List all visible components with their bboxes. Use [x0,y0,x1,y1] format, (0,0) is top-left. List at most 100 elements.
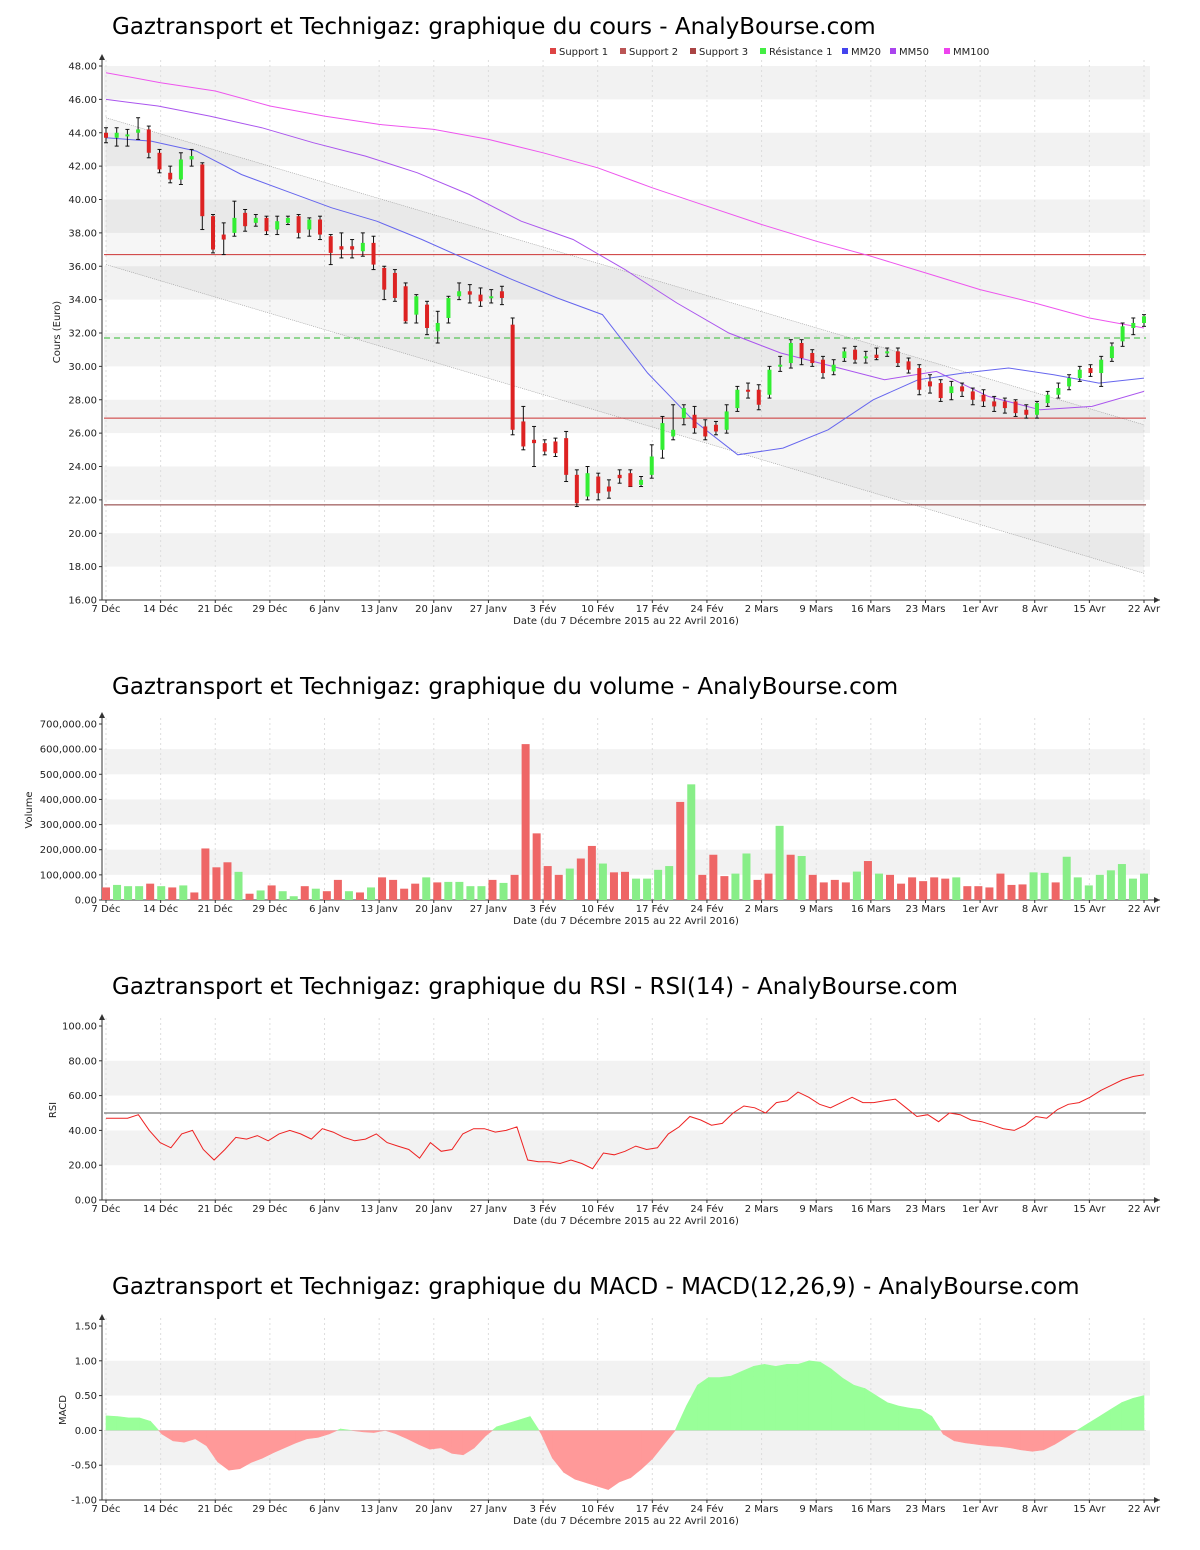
volume-bar [952,877,961,900]
legend-label: Support 3 [699,47,748,58]
macd-x-tick-label: 29 Déc [252,1503,287,1515]
candle [799,339,804,366]
volume-x-tick-label: 21 Déc [198,903,233,915]
legend-swatch [760,48,766,54]
candle-body [307,219,312,230]
macd-x-tick-label: 24 Fév [690,1503,723,1515]
candle-body [1013,401,1018,414]
volume-x-tick-label: 14 Déc [143,903,178,915]
volume-bar [532,833,541,900]
candle-body [1109,346,1114,359]
rsi-y-tick-label: 60.00 [68,1091,97,1102]
candle [457,282,462,301]
candle [339,232,344,259]
candle [853,345,858,364]
candle [1077,365,1082,382]
candle [713,420,718,436]
candle [970,387,975,406]
volume-bar [621,871,629,900]
volume-bar [367,887,376,900]
volume-x-tick-label: 3 Fév [530,903,557,915]
candle-body [178,159,183,180]
volume-bar [941,878,950,900]
rsi-y-axis-label: RSI [48,1102,59,1118]
candle [1131,317,1136,336]
price-x-tick-label: 13 Janv [361,604,398,615]
volume-bar [190,892,199,900]
candle [521,405,526,451]
candle-body [1142,316,1146,323]
price-y-tick-label: 24.00 [68,462,97,473]
legend-label: Support 2 [629,47,678,58]
candle [820,355,825,379]
volume-bar [179,885,188,900]
rsi-y-tick-label: 20.00 [68,1161,97,1172]
macd-x-tick-label: 17 Fév [636,1503,669,1515]
volume-bar [433,882,442,900]
candle-body [114,132,119,138]
macd-y-tick-label: 0.50 [75,1391,97,1402]
volume-bar [135,886,144,900]
price-y-tick-label: 34.00 [68,295,97,306]
rsi-x-tick-label: 2 Mars [745,1204,779,1215]
volume-bar [632,878,641,900]
price-band [104,266,1150,300]
rsi-x-tick-label: 24 Fév [690,1203,723,1215]
candle-body [285,217,290,223]
candle [960,382,965,397]
candle [435,310,440,344]
volume-bar [1040,872,1049,900]
candle [114,127,119,147]
volume-bar [587,845,596,900]
price-y-axis-label: Cours (Euro) [52,301,63,364]
price-x-tick-label: 14 Déc [143,603,178,615]
volume-bar [389,879,398,900]
candle-body [553,441,558,454]
candle [425,300,430,336]
volume-bar [333,879,342,900]
volume-bar [753,879,762,900]
candle-body [360,242,365,252]
candle-body [392,272,397,298]
rsi-x-tick-label: 13 Janv [361,1204,398,1215]
candle-body [371,242,376,265]
candle-body [960,386,965,392]
candle-body [671,429,676,437]
volume-x-tick-label: 20 Janv [415,904,452,915]
candle-body [842,351,847,359]
macd-y-tick-label: 1.00 [75,1356,97,1367]
price-x-tick-label: 27 Janv [470,604,507,615]
candle [724,404,729,434]
volume-bar [168,887,177,900]
rsi-y-tick-label: 0.00 [75,1196,97,1207]
price-y-tick-label: 18.00 [68,562,97,573]
candle-body [927,381,932,387]
macd-x-tick-label: 23 Mars [905,1504,945,1515]
candle-body [467,291,472,295]
price-y-tick-label: 44.00 [68,128,97,139]
volume-bar [720,876,729,900]
rsi-line [106,1074,1145,1170]
legend-swatch [550,48,556,54]
macd-x-tick-label: 22 Avr [1128,1504,1161,1515]
price-y-tick-label: 32.00 [68,329,97,340]
candle-body [243,212,248,227]
candle-body [510,324,515,430]
volume-bar [289,896,298,900]
macd-y-tick-label: 0.00 [75,1426,97,1437]
rsi-x-tick-label: 1er Avr [962,1204,999,1215]
candle-body [232,217,237,233]
candle [1002,397,1007,414]
candle-body [489,296,494,299]
volume-bar [1062,856,1071,900]
volume-bar [521,744,530,900]
macd-x-tick-label: 3 Fév [530,1503,557,1515]
volume-bar [223,862,232,900]
rsi-band [104,1130,1150,1166]
candle-body [446,297,451,318]
rsi-x-tick-label: 27 Janv [470,1204,507,1215]
price-y-tick-label: 42.00 [68,162,97,173]
candle-body [649,456,654,475]
legend-swatch [890,48,896,54]
candle [382,265,387,301]
